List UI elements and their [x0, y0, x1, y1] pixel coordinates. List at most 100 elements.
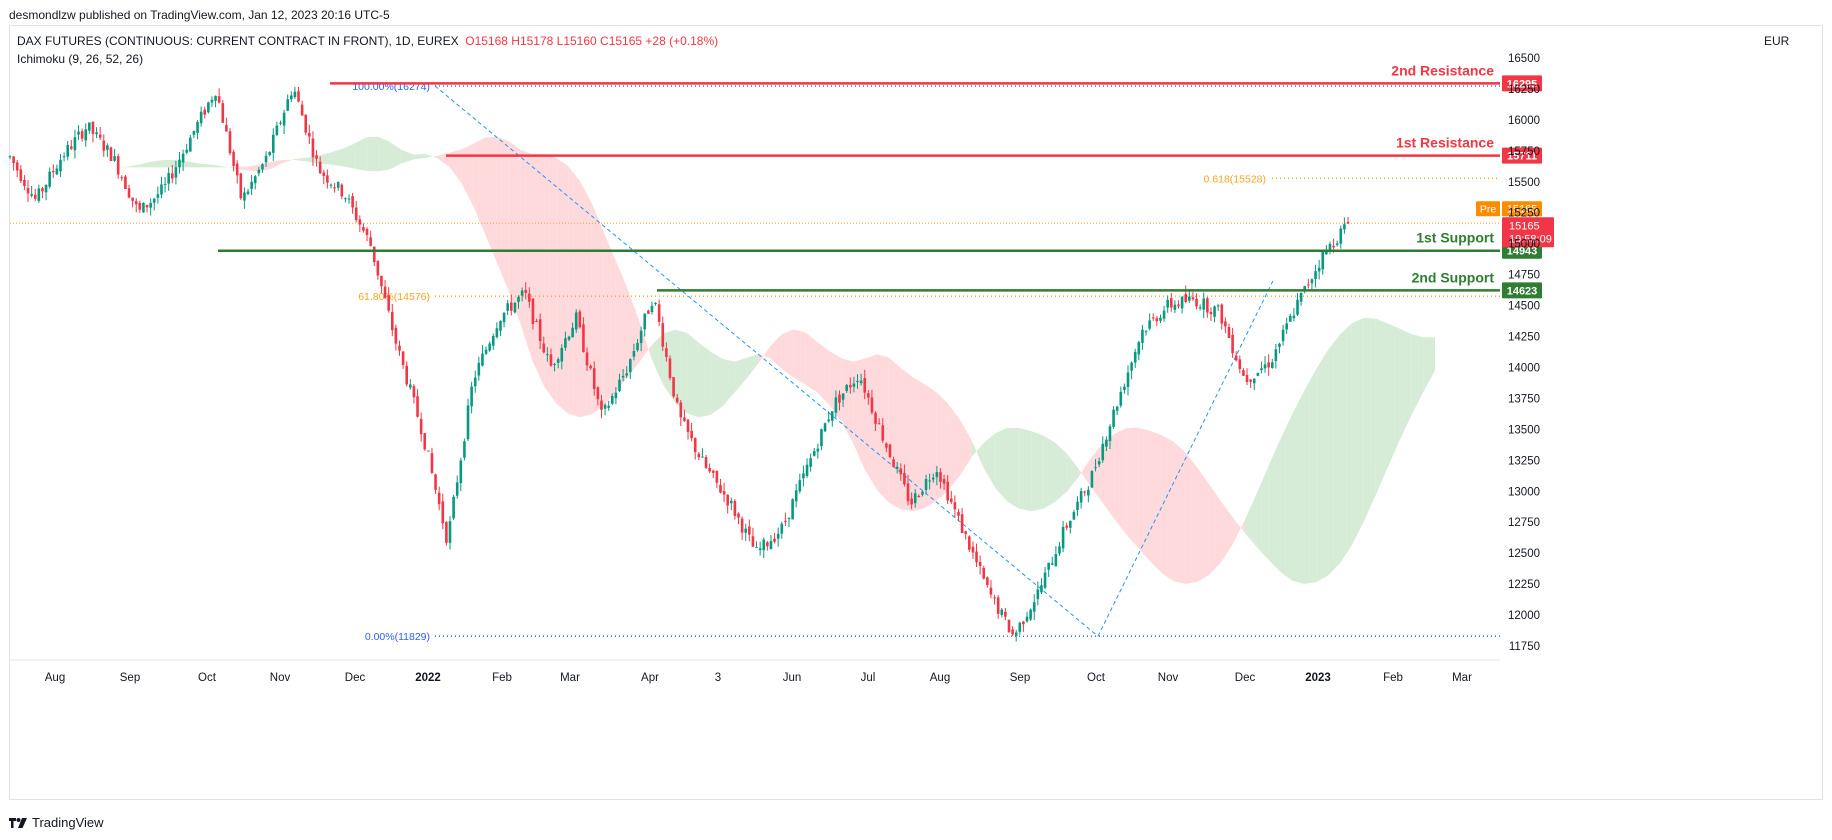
candle-body [1343, 224, 1346, 230]
candle-body [1047, 562, 1050, 570]
candle-body [1119, 391, 1123, 406]
indicator-legend[interactable]: Ichimoku (9, 26, 52, 26) [17, 52, 144, 66]
candle-body [1173, 304, 1177, 310]
price-axis[interactable]: 16500 16250 16000 15750 15500 15250 15000 14750… [1508, 53, 1540, 653]
candle-body [1263, 364, 1267, 369]
time-axis[interactable]: Aug Sep Oct Nov Dec 2022 Feb Mar Apr 3 Jun Jul Aug Se… [10, 659, 1500, 684]
candle-body [1274, 349, 1278, 362]
cloud-segment [805, 332, 818, 393]
candle-body [693, 438, 697, 452]
candle-body [116, 156, 120, 175]
cloud-segment [508, 141, 521, 325]
candle-body [1112, 409, 1115, 427]
cloud-segment [1126, 427, 1139, 548]
x-tick-label: Oct [1087, 672, 1106, 684]
candle-body [600, 400, 603, 410]
fib-label: 0.00%(11829) [365, 631, 430, 643]
candle-body [737, 513, 740, 518]
cloud-segment [283, 159, 295, 163]
candle-body [290, 95, 293, 100]
candle-body [1202, 298, 1206, 310]
cloud-segment [580, 181, 592, 418]
candle-body [1151, 317, 1155, 319]
candle-body [484, 349, 488, 354]
candle-body [51, 171, 55, 173]
countdown-timer: 19:58:09 [1509, 233, 1552, 245]
cloud-segment [1399, 328, 1412, 441]
tradingview-brand[interactable]: TradingView [9, 815, 104, 830]
cloud-segment [1078, 458, 1091, 487]
candle-body [1184, 294, 1188, 302]
candle-body [845, 385, 849, 391]
candle-body [1014, 632, 1018, 636]
candle-body [286, 99, 289, 111]
cloud-segment [342, 143, 355, 169]
candle-body [1094, 467, 1097, 469]
candle-body [1076, 501, 1079, 510]
cloud-segment [425, 153, 438, 159]
candle-body [978, 561, 982, 567]
candle-body [15, 162, 19, 171]
cloud-segment [520, 149, 533, 362]
candle-body [895, 466, 899, 469]
cloud-segment [936, 392, 949, 502]
candle-body [124, 176, 127, 190]
level-price-tag-text: 16295 [1507, 78, 1538, 90]
candle-body [885, 443, 888, 448]
cloud-segment [1304, 368, 1317, 584]
candle-body [513, 302, 517, 313]
cloud-segment [603, 231, 616, 407]
brand-label: TradingView [32, 815, 104, 830]
candle-body [542, 343, 546, 353]
candle-body [567, 336, 571, 340]
cloud-segment [152, 159, 165, 168]
candle-body [535, 321, 538, 323]
candle-body [459, 460, 463, 484]
candle-body [109, 147, 113, 161]
candle-body [639, 330, 643, 344]
x-tick-label: Mar [1452, 672, 1472, 684]
cloud-segment [200, 163, 212, 168]
candle-body [365, 228, 369, 235]
cloud-segment [1185, 452, 1198, 584]
candle-body [221, 103, 225, 123]
candle-body [675, 397, 679, 403]
fib-diagonal [1097, 280, 1274, 637]
cloud-segment [900, 367, 913, 512]
cloud-segment [865, 354, 877, 490]
candle-body [91, 121, 95, 134]
candle-body [1292, 315, 1296, 319]
candle-body [1126, 372, 1130, 387]
x-tick-label: Apr [641, 672, 659, 684]
y-tick-label: 14750 [1508, 270, 1540, 282]
level-price-tag-text: 14943 [1507, 246, 1538, 258]
candle-body [48, 171, 51, 187]
candle-body [30, 194, 33, 196]
candle-body [571, 327, 574, 338]
x-tick-label: Feb [1383, 672, 1403, 684]
candle-body [235, 163, 239, 176]
x-tick-label: Feb [492, 672, 512, 684]
candle-body [322, 172, 326, 176]
candle-body [239, 173, 243, 199]
candle-body [769, 541, 773, 550]
y-tick-label: 13750 [1508, 393, 1540, 405]
cloud-segment [1375, 318, 1388, 496]
candle-body [152, 198, 156, 203]
candle-body [830, 411, 834, 421]
candle-body [899, 468, 903, 475]
cloud-segment [1043, 435, 1055, 509]
cloud-segment [1351, 317, 1364, 546]
candle-body [1065, 525, 1068, 528]
level-label: 1st Resistance [1396, 135, 1494, 151]
candle-body [1079, 491, 1083, 503]
y-tick-label: 15750 [1508, 146, 1540, 158]
candle-body [665, 348, 668, 357]
cloud-segment [354, 137, 367, 171]
x-tick-label: 2022 [415, 672, 441, 684]
candle-body [856, 380, 859, 383]
candle-body [1213, 306, 1216, 317]
cloud-segment [651, 333, 664, 385]
candle-body [780, 523, 784, 534]
